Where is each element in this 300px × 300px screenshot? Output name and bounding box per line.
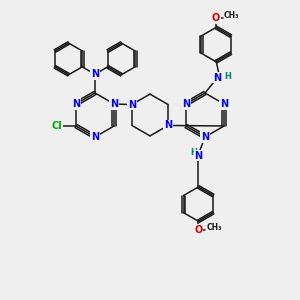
Text: N: N: [194, 151, 202, 161]
Text: H: H: [224, 72, 231, 81]
Text: N: N: [128, 100, 136, 110]
Text: N: N: [220, 99, 228, 109]
Text: CH₃: CH₃: [224, 11, 239, 20]
Text: N: N: [72, 99, 80, 109]
Text: N: N: [110, 99, 118, 109]
Text: Cl: Cl: [52, 121, 63, 131]
Text: N: N: [213, 73, 221, 82]
Text: N: N: [164, 120, 172, 130]
Text: N: N: [182, 99, 190, 109]
Text: N: N: [201, 132, 209, 142]
Text: N: N: [91, 69, 99, 79]
Text: O: O: [194, 225, 202, 235]
Text: O: O: [212, 14, 220, 23]
Text: N: N: [91, 132, 99, 142]
Text: H: H: [190, 148, 197, 157]
Text: CH₃: CH₃: [206, 223, 222, 232]
